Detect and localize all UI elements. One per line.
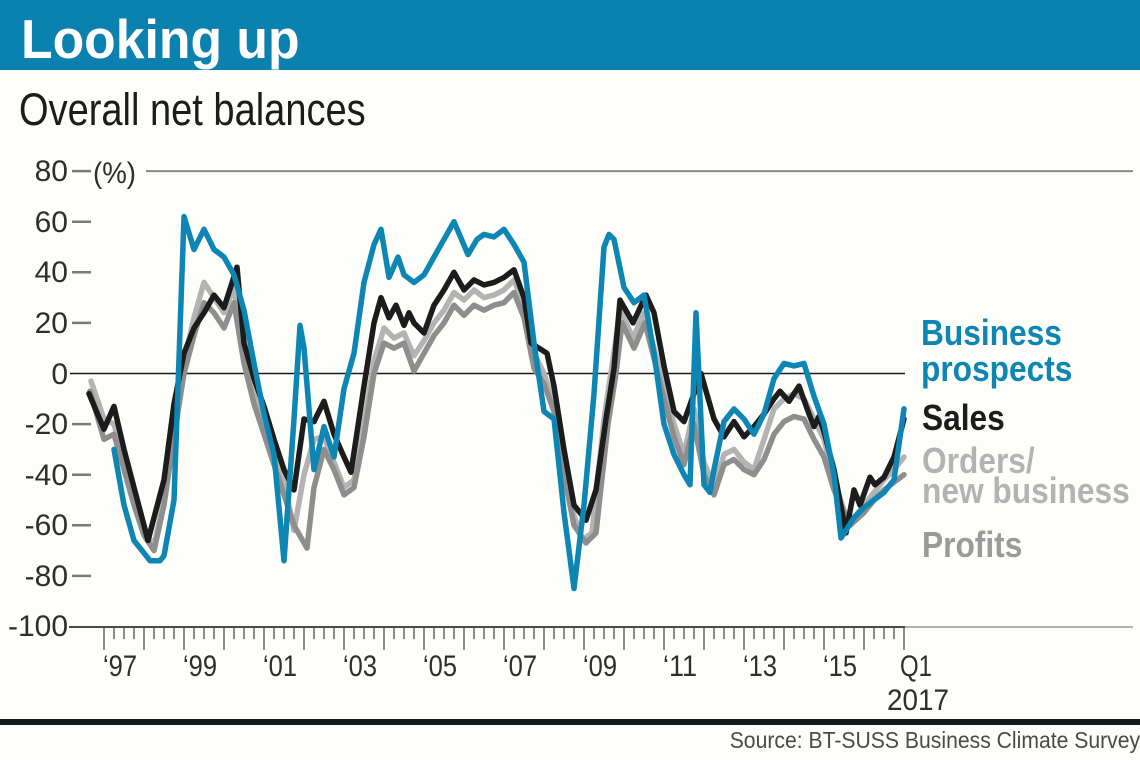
svg-text:-100: -100 (8, 610, 68, 643)
svg-text:‘05: ‘05 (423, 650, 457, 683)
svg-text:‘13: ‘13 (743, 650, 777, 683)
svg-text:(%): (%) (93, 157, 136, 190)
svg-text:‘15: ‘15 (823, 650, 857, 683)
svg-text:-80: -80 (25, 560, 68, 593)
svg-text:Q1: Q1 (900, 650, 932, 683)
svg-text:2017: 2017 (887, 684, 949, 717)
svg-text:‘09: ‘09 (583, 650, 617, 683)
svg-text:20: 20 (35, 307, 68, 340)
svg-text:60: 60 (35, 206, 68, 239)
svg-text:‘03: ‘03 (343, 650, 377, 683)
svg-text:-60: -60 (25, 509, 68, 542)
svg-text:‘11: ‘11 (663, 650, 697, 683)
svg-text:-40: -40 (25, 459, 68, 492)
svg-text:‘99: ‘99 (183, 650, 217, 683)
svg-text:80: 80 (35, 155, 68, 188)
svg-text:‘97: ‘97 (103, 650, 137, 683)
svg-text:‘01: ‘01 (263, 650, 297, 683)
svg-text:0: 0 (51, 358, 68, 391)
svg-text:40: 40 (35, 256, 68, 289)
svg-text:-20: -20 (25, 408, 68, 441)
svg-text:‘07: ‘07 (503, 650, 537, 683)
